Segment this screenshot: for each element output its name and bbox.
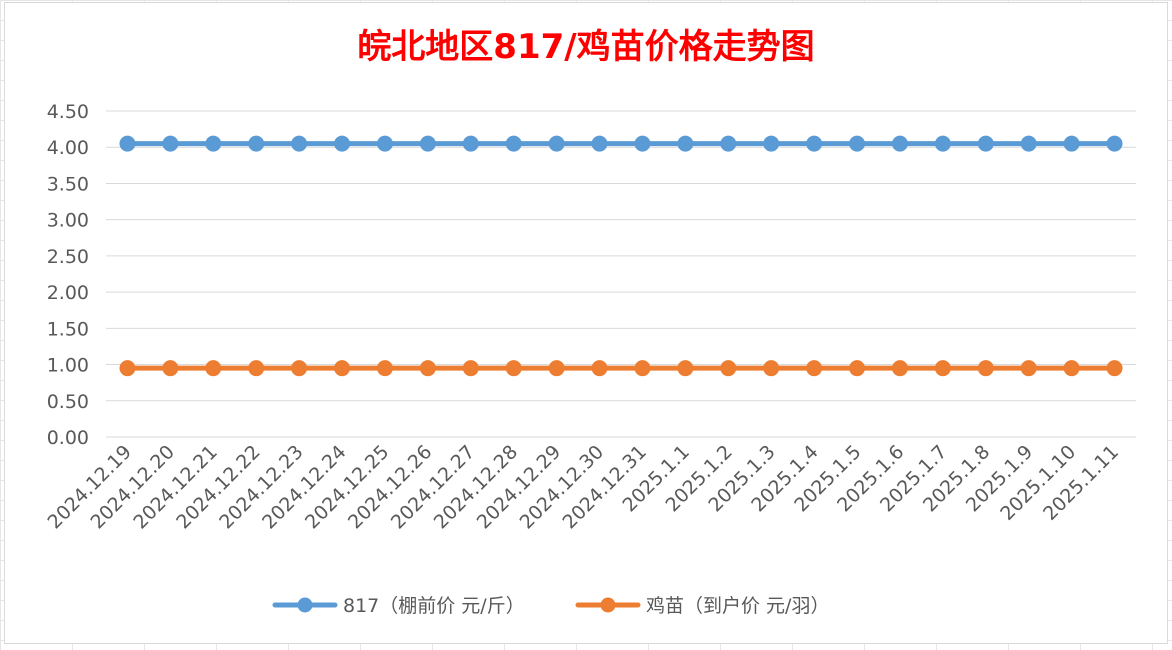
- data-point: [334, 360, 351, 377]
- data-point: [291, 360, 308, 377]
- series-1: [119, 135, 1123, 152]
- data-point: [806, 135, 823, 152]
- data-point: [1020, 135, 1037, 152]
- legend-label: 鸡苗（到户价 元/羽）: [646, 595, 829, 617]
- data-point: [1063, 360, 1080, 377]
- data-point: [891, 360, 908, 377]
- data-point: [977, 360, 994, 377]
- data-point: [248, 360, 265, 377]
- y-tick-label: 4.00: [47, 137, 89, 159]
- data-point: [462, 135, 479, 152]
- data-point: [677, 135, 694, 152]
- legend-marker: [600, 597, 616, 613]
- y-tick-label: 4.50: [47, 101, 89, 123]
- data-point: [548, 360, 565, 377]
- x-axis: 2024.12.192024.12.202024.12.212024.12.22…: [44, 441, 1124, 533]
- legend-item-2[interactable]: 鸡苗（到户价 元/羽）: [575, 595, 829, 617]
- series-2: [119, 360, 1123, 377]
- data-point: [677, 360, 694, 377]
- data-point: [119, 360, 136, 377]
- legend-marker: [297, 597, 313, 613]
- data-point: [934, 135, 951, 152]
- data-point: [591, 135, 608, 152]
- data-point: [462, 360, 479, 377]
- data-point: [419, 135, 436, 152]
- y-tick-label: 0.50: [47, 391, 89, 413]
- series-layer: [119, 135, 1123, 377]
- data-point: [849, 360, 866, 377]
- data-point: [763, 360, 780, 377]
- data-point: [720, 135, 737, 152]
- data-point: [891, 135, 908, 152]
- data-point: [849, 135, 866, 152]
- chart-title: 皖北地区817/鸡苗价格走势图: [357, 27, 814, 67]
- y-tick-label: 2.50: [47, 246, 89, 268]
- data-point: [119, 135, 136, 152]
- data-point: [1063, 135, 1080, 152]
- y-tick-label: 0.00: [47, 427, 89, 449]
- legend[interactable]: 817（棚前价 元/斤） 鸡苗（到户价 元/羽）: [272, 595, 829, 617]
- data-point: [591, 360, 608, 377]
- data-point: [1106, 135, 1123, 152]
- data-point: [505, 360, 522, 377]
- data-point: [248, 135, 265, 152]
- data-point: [977, 135, 994, 152]
- data-point: [162, 360, 179, 377]
- legend-label: 817（棚前价 元/斤）: [343, 595, 525, 617]
- legend-item-1[interactable]: 817（棚前价 元/斤）: [272, 595, 525, 617]
- y-tick-label: 1.00: [47, 355, 89, 377]
- data-point: [634, 135, 651, 152]
- data-point: [505, 135, 522, 152]
- data-point: [720, 360, 737, 377]
- data-point: [1106, 360, 1123, 377]
- y-tick-label: 2.00: [47, 282, 89, 304]
- data-point: [419, 360, 436, 377]
- data-point: [376, 135, 393, 152]
- data-point: [162, 135, 179, 152]
- data-point: [334, 135, 351, 152]
- data-point: [1020, 360, 1037, 377]
- data-point: [205, 135, 222, 152]
- data-point: [291, 135, 308, 152]
- data-point: [205, 360, 222, 377]
- y-tick-label: 3.50: [47, 173, 89, 195]
- data-point: [376, 360, 393, 377]
- data-point: [806, 360, 823, 377]
- data-point: [763, 135, 780, 152]
- y-tick-label: 3.00: [47, 210, 89, 232]
- gridlines: [106, 110, 1136, 438]
- y-axis: 0.00 0.50 1.00 1.50 2.00 2.50 3.00 3.50 4.00 4.50: [47, 101, 89, 449]
- data-point: [634, 360, 651, 377]
- data-point: [934, 360, 951, 377]
- chart-area[interactable]: [4, 2, 1168, 644]
- y-tick-label: 1.50: [47, 318, 89, 340]
- data-point: [548, 135, 565, 152]
